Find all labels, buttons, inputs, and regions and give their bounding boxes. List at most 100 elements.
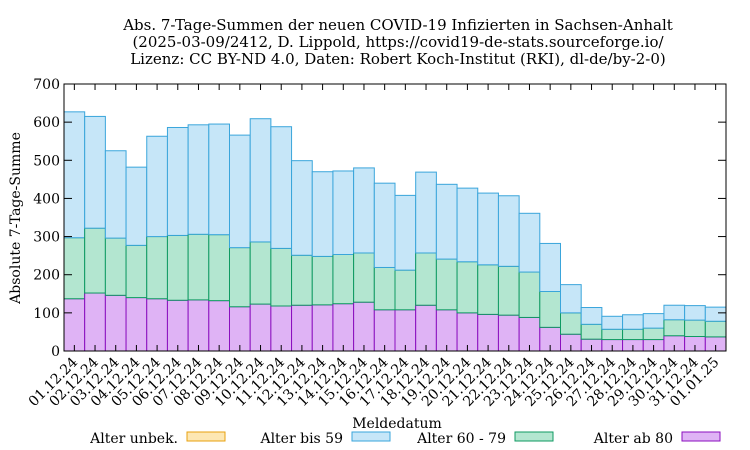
bar-segment: [415, 171, 437, 254]
bar-segment: [663, 304, 686, 321]
legend-label: Alter bis 59: [259, 431, 343, 447]
bar-segment: [249, 303, 272, 352]
bar-segment: [684, 319, 706, 338]
legend-swatch: [681, 431, 721, 442]
bar-segment: [580, 323, 603, 340]
bar-segment: [249, 241, 272, 305]
y-tick-label: 300: [33, 230, 60, 246]
bar-segment: [311, 171, 334, 257]
title-line: (2025-03-09/2412, D. Lippold, https://co…: [132, 33, 664, 51]
bar-segment: [539, 242, 561, 292]
plot-border: [63, 83, 727, 352]
bar-segment: [415, 252, 437, 306]
bar-segment: [601, 315, 624, 330]
bar-segment: [684, 305, 706, 321]
bar-segment: [704, 320, 727, 338]
bar-segment: [229, 247, 251, 308]
bar-segment: [270, 247, 293, 307]
bars: [63, 111, 727, 352]
bar-segment: [270, 126, 293, 249]
bar-segment: [560, 284, 582, 314]
y-tick-label: 700: [33, 77, 60, 93]
bar-segment: [497, 265, 520, 316]
bar-segment: [104, 237, 127, 296]
bar-segment: [187, 299, 210, 352]
bar-segment: [166, 299, 189, 352]
x-axis-label: Meldedatum: [352, 416, 442, 432]
bar-segment: [456, 261, 479, 314]
bar-segment: [208, 123, 230, 236]
bar-segment: [208, 300, 230, 352]
bar-segment: [601, 328, 624, 341]
bar-segment: [373, 266, 396, 311]
bar-segment: [104, 294, 127, 352]
bar-segment: [353, 301, 375, 352]
bar-segment: [291, 254, 313, 306]
bar-segment: [187, 124, 210, 235]
y-tick-label: 600: [33, 115, 60, 131]
bar-segment: [394, 309, 417, 352]
legend-swatch: [514, 431, 554, 442]
bar-segment: [456, 187, 479, 263]
bar-segment: [249, 118, 272, 243]
y-tick-label: 0: [51, 344, 60, 360]
legend-label: Alter 60 - 79: [416, 431, 506, 447]
bar-segment: [125, 166, 148, 246]
bar-segment: [291, 160, 313, 256]
bar-segment: [415, 304, 437, 352]
bar-segment: [187, 233, 210, 301]
bar-segment: [477, 264, 499, 315]
bar-segment: [642, 313, 665, 329]
bar-segment: [104, 150, 127, 239]
bar-segment: [332, 170, 355, 255]
bar-segment: [622, 328, 644, 341]
y-tick-label: 500: [33, 153, 60, 169]
bar-segment: [146, 298, 168, 352]
plot-frame: [63, 83, 727, 352]
y-tick-label: 200: [33, 268, 60, 284]
legend: Alter unbek. Alter bis 59 Alter 60 - 79 Alt…: [89, 431, 721, 447]
bar-segment: [353, 167, 375, 254]
y-axis-ticks: 0 100 200 300 400 500 600 700: [33, 77, 726, 360]
bar-segment: [560, 312, 582, 335]
bar-segment: [394, 269, 417, 311]
bar-segment: [435, 258, 458, 311]
bar-segment: [394, 194, 417, 271]
bar-segment: [63, 237, 86, 300]
bar-segment: [704, 306, 727, 322]
bar-segment: [622, 314, 644, 330]
bar-segment: [84, 292, 106, 352]
title-line: Abs. 7-Tage-Summen der neuen COVID-19 In…: [122, 16, 673, 34]
bar-segment: [332, 253, 355, 305]
bar-segment: [332, 303, 355, 352]
bar-segment: [166, 126, 189, 236]
bar-segment: [270, 305, 293, 352]
bar-segment: [146, 135, 168, 238]
x-axis-ticks: 01.12.2402.12.2403.12.2404.12.2405.12.24…: [26, 84, 722, 410]
bar-segment: [63, 111, 86, 239]
bar-segment: [497, 195, 520, 267]
bar-segment: [84, 227, 106, 294]
bar-segment: [166, 234, 189, 301]
bar-segment: [229, 134, 251, 249]
bar-segment: [229, 306, 251, 352]
y-tick-label: 400: [33, 191, 60, 207]
bar-segment: [435, 309, 458, 352]
chart-title: Abs. 7-Tage-Summen der neuen COVID-19 In…: [122, 16, 673, 68]
bar-segment: [373, 309, 396, 352]
bar-segment: [311, 255, 334, 306]
bar-segment: [63, 298, 86, 352]
y-tick-label: 100: [33, 306, 60, 322]
bar-segment: [353, 252, 375, 303]
bar-segment: [642, 327, 665, 341]
legend-swatch: [351, 431, 391, 442]
bar-segment: [518, 271, 541, 318]
bar-segment: [84, 115, 106, 229]
bar-segment: [373, 182, 396, 268]
bar-segment: [477, 192, 499, 266]
bar-segment: [125, 297, 148, 352]
bar-segment: [208, 234, 230, 302]
bar-segment: [435, 183, 458, 260]
bar-segment: [291, 304, 313, 352]
